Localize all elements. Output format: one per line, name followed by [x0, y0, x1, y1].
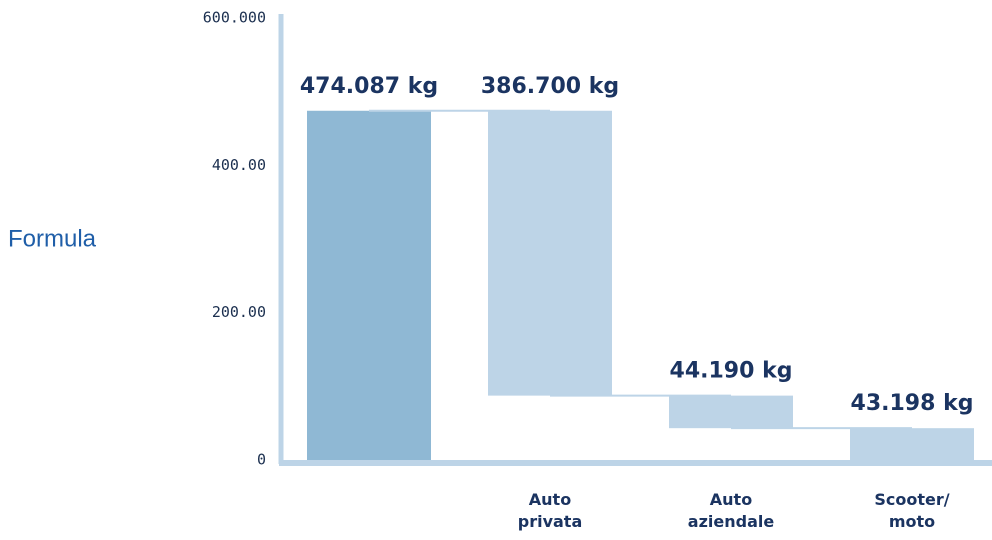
bar — [488, 110, 612, 396]
bar — [669, 395, 793, 429]
y-tick-label: 200.00 — [212, 303, 266, 321]
value-label: 44.190 kg — [670, 359, 793, 384]
value-label: 43.198 kg — [851, 391, 974, 416]
y-tick-label: 600.000 — [203, 9, 266, 27]
x-tick-label: Auto privata — [518, 490, 583, 531]
x-tick-label: Scooter/moto — [874, 490, 949, 531]
y-tick-label: 0 — [257, 451, 266, 469]
y-axis-label: Formula — [8, 225, 97, 252]
bar — [850, 428, 974, 460]
x-tick-label: Auto aziendale — [688, 490, 775, 531]
bar — [307, 110, 431, 460]
value-label: 474.087 kg — [300, 74, 438, 99]
y-tick-label: 400.00 — [212, 156, 266, 174]
value-label: 386.700 kg — [481, 74, 619, 99]
